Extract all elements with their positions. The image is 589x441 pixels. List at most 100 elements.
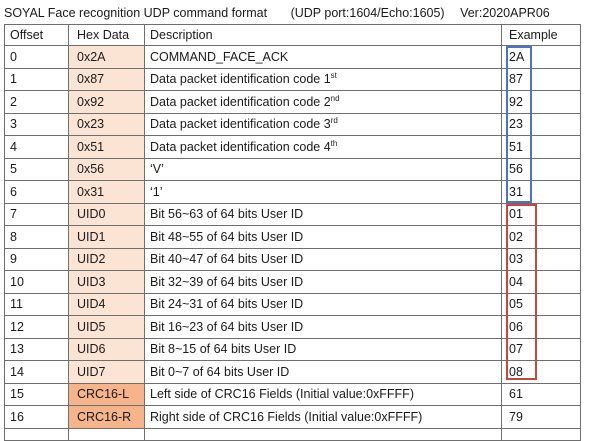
description-cell: COMMAND_FACE_ACK: [144, 45, 502, 69]
offset-cell: 0: [4, 45, 69, 69]
description-text: Data packet identification code 1: [150, 72, 331, 87]
table-row: 1 0x87 Data packet identification code 1st…: [4, 67, 581, 91]
example-cell: 61: [501, 382, 581, 406]
hex-data-cell: UID2: [68, 247, 145, 271]
example-cell: 87: [501, 67, 581, 91]
description-cell: Right side of CRC16 Fields (Initial valu…: [144, 405, 502, 429]
example-cell: 92: [501, 90, 581, 114]
offset-cell: 8: [4, 225, 69, 249]
example-cell: 51: [501, 135, 581, 159]
hex-data-cell: 0x31: [68, 180, 145, 204]
table-row: 15 CRC16-L Left side of CRC16 Fields (Init…: [4, 382, 581, 406]
header-hex-data: Hex Data: [68, 24, 145, 46]
example-cell: 79: [501, 405, 581, 429]
description-text: Data packet identification code 4: [150, 139, 331, 154]
description-text: Bit 56~63 of 64 bits User ID: [150, 207, 304, 222]
description-cell: Data packet identification code 1st: [144, 67, 502, 91]
example-cell: 07: [501, 337, 581, 361]
table-row: 12 UID5 Bit 16~23 of 64 bits User ID 06: [4, 315, 581, 339]
description-cell: Bit 40~47 of 64 bits User ID: [144, 247, 502, 271]
ordinal-suffix: rd: [330, 116, 338, 126]
table-row: 5 0x56 ‘V’ 56: [4, 157, 581, 181]
description-text: ‘1’: [150, 184, 163, 199]
header-description: Description: [144, 24, 502, 46]
description-text: Data packet identification code 3: [150, 117, 331, 132]
table-row: 7 UID0 Bit 56~63 of 64 bits User ID 01: [4, 202, 581, 226]
title-version: Ver:2020APR06: [460, 6, 550, 20]
empty-cell: [501, 427, 581, 441]
offset-cell: 11: [4, 292, 69, 316]
table-row: 11 UID4 Bit 24~31 of 64 bits User ID 05: [4, 292, 581, 316]
hex-data-cell: UID4: [68, 292, 145, 316]
hex-data-cell: CRC16-R: [68, 405, 145, 429]
offset-cell: 12: [4, 315, 69, 339]
table-row: 13 UID6 Bit 8~15 of 64 bits User ID 07: [4, 337, 581, 361]
offset-cell: 7: [4, 202, 69, 226]
offset-cell: 5: [4, 157, 69, 181]
table-header-row: Offset Hex Data Description Example: [4, 24, 581, 46]
description-cell: Data packet identification code 4th: [144, 135, 502, 159]
hex-data-cell: UID7: [68, 360, 145, 384]
offset-cell: 14: [4, 360, 69, 384]
example-cell: 04: [501, 270, 581, 294]
offset-cell: 4: [4, 135, 69, 159]
table-body: Offset Hex Data Description Example 0 0x2…: [4, 24, 581, 441]
offset-cell: 10: [4, 270, 69, 294]
description-text: Bit 24~31 of 64 bits User ID: [150, 297, 304, 312]
table-row: 2 0x92 Data packet identification code 2nd…: [4, 90, 581, 114]
hex-data-cell: UID0: [68, 202, 145, 226]
document-title: SOYAL Face recognition UDP command forma…: [4, 4, 550, 22]
table-row: 6 0x31 ‘1’ 31: [4, 180, 581, 204]
table-row: 9 UID2 Bit 40~47 of 64 bits User ID 03: [4, 247, 581, 271]
example-cell: 06: [501, 315, 581, 339]
hex-data-cell: 0x87: [68, 67, 145, 91]
offset-cell: 16: [4, 405, 69, 429]
hex-data-cell: UID6: [68, 337, 145, 361]
table-row: 8 UID1 Bit 48~55 of 64 bits User ID 02: [4, 225, 581, 249]
hex-data-cell: 0x56: [68, 157, 145, 181]
command-format-table: Offset Hex Data Description Example 0 0x2…: [4, 24, 581, 441]
description-text: Bit 48~55 of 64 bits User ID: [150, 229, 304, 244]
description-cell: Data packet identification code 2nd: [144, 90, 502, 114]
description-text: Data packet identification code 2: [150, 94, 331, 109]
description-text: Bit 32~39 of 64 bits User ID: [150, 274, 304, 289]
example-cell: 03: [501, 247, 581, 271]
example-cell: 05: [501, 292, 581, 316]
description-text: Right side of CRC16 Fields (Initial valu…: [150, 409, 423, 424]
empty-cell: [4, 427, 69, 441]
offset-cell: 1: [4, 67, 69, 91]
ordinal-suffix: st: [330, 71, 337, 81]
table-row: 0 0x2A COMMAND_FACE_ACK 2A: [4, 45, 581, 69]
example-cell: 31: [501, 180, 581, 204]
example-cell: 08: [501, 360, 581, 384]
example-cell: 56: [501, 157, 581, 181]
hex-data-cell: 0x2A: [68, 45, 145, 69]
table-row: 14 UID7 Bit 0~7 of 64 bits User ID 08: [4, 360, 581, 384]
description-cell: Bit 24~31 of 64 bits User ID: [144, 292, 502, 316]
description-text: Left side of CRC16 Fields (Initial value…: [150, 387, 414, 402]
example-cell: 02: [501, 225, 581, 249]
example-cell: 2A: [501, 45, 581, 69]
description-text: Bit 40~47 of 64 bits User ID: [150, 252, 304, 267]
header-offset: Offset: [4, 24, 69, 46]
hex-data-cell: CRC16-L: [68, 382, 145, 406]
table-row: 4 0x51 Data packet identification code 4th…: [4, 135, 581, 159]
offset-cell: 9: [4, 247, 69, 271]
description-cell: Data packet identification code 3rd: [144, 112, 502, 136]
description-text: Bit 16~23 of 64 bits User ID: [150, 319, 304, 334]
example-cell: 23: [501, 112, 581, 136]
offset-cell: 3: [4, 112, 69, 136]
table-row: 16 CRC16-R Right side of CRC16 Fields (Ini…: [4, 405, 581, 429]
offset-cell: 6: [4, 180, 69, 204]
description-cell: Bit 48~55 of 64 bits User ID: [144, 225, 502, 249]
offset-cell: 2: [4, 90, 69, 114]
example-cell: 01: [501, 202, 581, 226]
ordinal-suffix: nd: [330, 93, 340, 103]
hex-data-cell: UID1: [68, 225, 145, 249]
description-cell: ‘V’: [144, 157, 502, 181]
description-text: Bit 0~7 of 64 bits User ID: [150, 364, 290, 379]
hex-data-cell: 0x92: [68, 90, 145, 114]
description-cell: ‘1’: [144, 180, 502, 204]
offset-cell: 15: [4, 382, 69, 406]
description-cell: Bit 16~23 of 64 bits User ID: [144, 315, 502, 339]
